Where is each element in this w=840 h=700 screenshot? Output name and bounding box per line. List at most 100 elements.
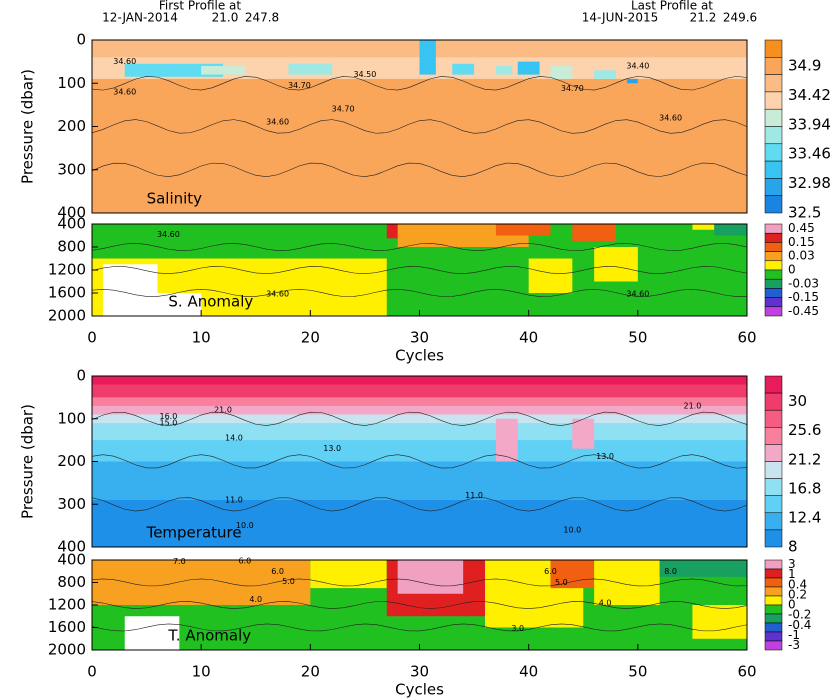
contour-line	[91, 162, 748, 177]
contour-label: 34.70	[332, 105, 355, 114]
colorbar-swatch	[764, 260, 783, 271]
colorbar-label: 32.5	[788, 204, 821, 222]
colorbar-swatch	[764, 126, 783, 145]
field-patch	[397, 224, 529, 247]
contour-label: 34.70	[561, 84, 584, 93]
contour-line	[91, 454, 748, 469]
field-patch	[495, 224, 551, 236]
contour-line	[91, 76, 748, 91]
y-tick-label: 2000	[48, 307, 86, 325]
contour-line	[91, 243, 748, 251]
colorbar-label: 1	[788, 567, 796, 581]
contour-label: 15.0	[160, 419, 178, 428]
colorbar-label: 3	[788, 557, 796, 571]
colorbar-label: -0.2	[788, 608, 811, 622]
colorbar-label: 0	[788, 263, 796, 277]
x-axis-label: Cycles	[395, 347, 444, 365]
x-tick-label: 20	[301, 663, 320, 681]
colorbar-label: 21.2	[788, 450, 821, 468]
colorbar-swatch	[764, 392, 783, 411]
field-patch	[594, 560, 660, 605]
field-patch	[452, 63, 475, 75]
field-patch	[594, 70, 616, 79]
colorbar-label: 33.94	[788, 115, 831, 133]
contour-label: 14.0	[225, 433, 243, 442]
colorbar-label: 0.15	[788, 235, 815, 249]
field-patch	[92, 376, 747, 385]
contour-line	[91, 289, 748, 297]
contour-label: 8.0	[664, 567, 677, 576]
x-axis-label: Cycles	[395, 681, 444, 699]
x-tick-label: 40	[519, 663, 538, 681]
header-text: 21.0	[212, 11, 239, 25]
colorbar-swatch	[764, 613, 783, 624]
colorbar-label: 16.8	[788, 479, 821, 497]
contour-label: 4.0	[249, 595, 262, 604]
field-patch	[124, 616, 180, 650]
contour-label: 4.0	[599, 598, 612, 607]
contour-label: 10.0	[236, 521, 254, 530]
header-text: 21.2	[690, 11, 717, 25]
colorbar-label: -1	[788, 628, 800, 642]
header-text: 14-JUN-2015	[582, 11, 658, 25]
contour-label: 34.60	[113, 57, 136, 66]
y-tick-label: 100	[57, 74, 86, 92]
contour-label: 34.60	[157, 230, 180, 239]
header-text: 249.6	[723, 11, 757, 25]
field-patch	[572, 224, 616, 242]
field-patch	[146, 293, 202, 316]
field-patch	[528, 258, 573, 293]
colorbar-label: 32.98	[788, 174, 831, 192]
colorbar-label: 34.42	[788, 86, 831, 104]
colorbar-swatch	[764, 74, 783, 93]
colorbar-swatch	[764, 160, 783, 179]
colorbar-label: -0.15	[788, 290, 819, 304]
y-tick-label: 800	[57, 573, 86, 591]
colorbar-swatch	[764, 512, 783, 531]
colorbar-swatch	[764, 595, 783, 606]
y-tick-label: 400	[57, 538, 86, 556]
colorbar-swatch	[764, 461, 783, 479]
contour-label: 6.0	[544, 567, 557, 576]
contour-label: 7.0	[173, 557, 186, 566]
y-tick-label: 300	[57, 160, 86, 178]
colorbar-swatch	[764, 242, 783, 252]
contour-label: 5.0	[282, 577, 295, 586]
contour-label: 34.60	[113, 87, 136, 96]
colorbar-swatch	[764, 586, 783, 597]
field-patch	[692, 605, 747, 639]
contour-label: 13.0	[323, 444, 341, 453]
x-tick-label: 10	[192, 663, 211, 681]
field-patch	[659, 560, 747, 577]
field-patch	[495, 65, 513, 75]
colorbar-label: 0	[788, 598, 796, 612]
colorbar-swatch	[764, 143, 783, 162]
field-patch	[201, 65, 245, 75]
contour-line	[91, 119, 748, 134]
colorbar-label: -0.03	[788, 276, 819, 290]
colorbar-swatch	[764, 577, 783, 588]
contour-label: 34.40	[626, 61, 649, 70]
contour-label: 11.0	[225, 495, 243, 504]
contour-label: 34.50	[353, 70, 376, 79]
y-tick-label: 0	[76, 31, 86, 49]
header-text: Last Profile at	[631, 0, 713, 13]
y-tick-label: 2000	[48, 641, 86, 659]
colorbar-swatch	[764, 278, 783, 289]
x-tick-label: 60	[737, 329, 756, 347]
x-tick-label: 50	[628, 329, 647, 347]
contour-label: 34.60	[626, 290, 649, 299]
colorbar-label: -3	[788, 638, 800, 652]
field-patch	[594, 247, 638, 282]
contour-label: 10.0	[563, 525, 581, 534]
field-patch	[550, 560, 595, 589]
contour-line	[91, 623, 748, 632]
colorbar-swatch	[764, 39, 783, 58]
field-patch	[517, 61, 540, 75]
field-patch	[419, 40, 436, 75]
colorbar-swatch	[764, 108, 783, 127]
header-text: First Profile at	[159, 0, 242, 13]
colorbar-swatch	[764, 223, 783, 234]
y-tick-label: 300	[57, 495, 86, 513]
y-axis-label: Pressure (dbar)	[19, 404, 37, 519]
